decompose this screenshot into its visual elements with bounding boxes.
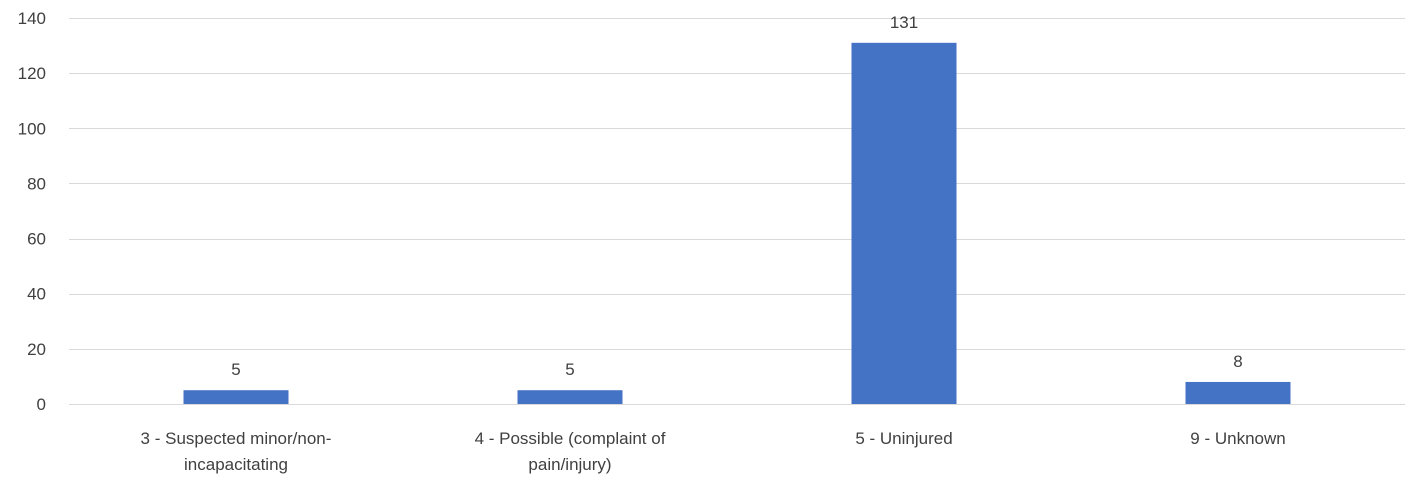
x-tick-label-line: pain/injury) bbox=[528, 455, 611, 474]
y-tick-label: 100 bbox=[18, 119, 46, 138]
y-tick-label: 120 bbox=[18, 64, 46, 83]
y-tick-label: 140 bbox=[18, 9, 46, 28]
bar bbox=[1185, 381, 1291, 404]
x-tick-label-line: 3 - Suspected minor/non- bbox=[141, 429, 332, 448]
x-tick-label-line: 5 - Uninjured bbox=[855, 429, 952, 448]
bars bbox=[183, 42, 1291, 405]
y-tick-label: 80 bbox=[27, 174, 46, 193]
gridlines bbox=[69, 18, 1405, 405]
data-labels: 5 5 131 8 bbox=[231, 13, 1242, 379]
y-tick-label: 0 bbox=[37, 395, 46, 414]
y-tick-label: 40 bbox=[27, 285, 46, 304]
x-tick-label-line: 9 - Unknown bbox=[1190, 429, 1285, 448]
y-tick-label: 20 bbox=[27, 340, 46, 359]
data-label: 5 bbox=[231, 360, 240, 379]
data-label: 5 bbox=[565, 360, 574, 379]
x-tick-label: 3 - Suspected minor/non-incapacitating bbox=[141, 429, 332, 474]
x-tick-label: 4 - Possible (complaint of pain/injury) bbox=[475, 429, 666, 474]
x-tick-label: 9 - Unknown bbox=[1190, 429, 1285, 448]
bar bbox=[517, 390, 623, 404]
data-label: 131 bbox=[890, 13, 918, 32]
x-tick-label: 5 - Uninjured bbox=[855, 429, 952, 448]
x-tick-label-line: incapacitating bbox=[184, 455, 288, 474]
data-label: 8 bbox=[1233, 352, 1242, 371]
bar bbox=[851, 42, 957, 405]
y-axis-tick-labels: 0 20 40 60 80 100 120 140 bbox=[18, 9, 46, 414]
x-axis-tick-labels: 3 - Suspected minor/non-incapacitating 4 … bbox=[141, 429, 1286, 474]
bar bbox=[183, 390, 289, 404]
x-tick-label-line: 4 - Possible (complaint of bbox=[475, 429, 666, 448]
y-tick-label: 60 bbox=[27, 230, 46, 249]
